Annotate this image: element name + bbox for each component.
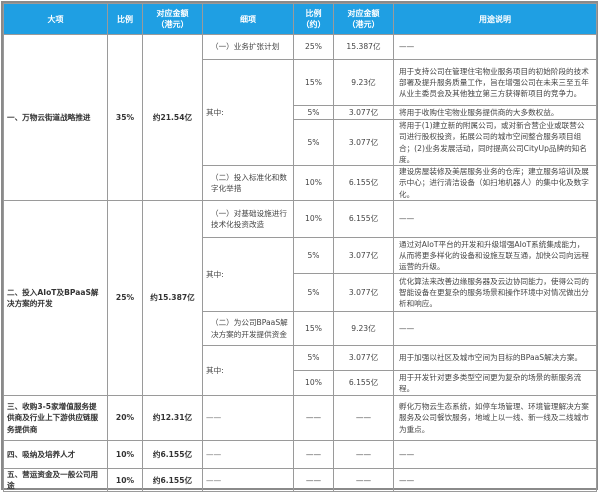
sub-item-name: 其中: [202,345,294,396]
major-item-ratio: 20% [107,395,143,441]
sub-item-amount: 6.155亿 [333,370,394,396]
major-item-name: 二、投入AIoT及BPaaS解决方案的开发 [3,200,108,396]
usage-description: 用于支持公司在管理住宅物业服务项目的初始阶段的技术部署及提升服务质量工作，旨在增… [393,59,597,106]
header-ratio: 比例 [107,3,143,35]
sub-item-amount: 9.23亿 [333,59,394,106]
sub-item-name: （二）为公司BPaaS解决方案的开发提供资金 [202,311,294,346]
major-item-name: 一、万物云街道战略推进 [3,34,108,201]
table-row: 四、吸纳及培养人才 10% 约6.155亿 —— —— —— —— [3,440,597,469]
major-item-amount: 约12.31亿 [142,395,203,441]
header-major-item: 大项 [3,3,108,35]
sub-item-name: 其中: [202,59,294,166]
sub-item-amount: 3.077亿 [333,105,394,120]
usage-description: —— [393,467,597,492]
sub-item-ratio: 5% [293,345,334,371]
sub-item-ratio: 25% [293,34,334,60]
sub-item-ratio: 5% [293,105,334,120]
major-item-amount: 约21.54亿 [142,34,203,201]
proceeds-allocation-table: 大项 比例 对应金额 （港元） 细项 比例 （约） 对应金额 （港元） 用途说明… [3,3,597,492]
usage-description: 将用于收购住宅物业服务提供商的大多数权益。 [393,105,597,120]
sub-item-name: —— [202,467,294,492]
sub-item-amount: 3.077亿 [333,237,394,274]
usage-description: 将用于(1)建立新的附属公司，或对新合营企业或联营公司进行股权投资，拓展公司的城… [393,119,597,166]
header-usage: 用途说明 [393,3,597,35]
usage-description: 通过对AIoT平台的开发和升级增强AIoT系统集成能力，从而将更多样化的设备和设… [393,237,597,274]
usage-description: —— [393,440,597,469]
sub-item-name: —— [202,440,294,469]
table-row: 5% 3.077亿 将用于收购住宅物业服务提供商的大多数权益。 [4,105,597,120]
sub-item-amount: 3.077亿 [333,273,394,312]
sub-item-name: （一）业务扩张计划 [202,34,294,60]
major-item-ratio: 35% [107,34,143,201]
sub-item-ratio: 5% [293,237,334,274]
sub-item-name: （二）投入标准化和数字化举措 [202,165,294,201]
header-sub-amount: 对应金额 （港元） [333,3,394,35]
sub-item-amount: 6.155亿 [333,165,394,201]
usage-description: —— [393,200,597,238]
sub-item-amount: —— [333,440,394,469]
sub-item-amount: —— [333,395,394,441]
sub-item-ratio: —— [293,440,334,469]
usage-description: —— [393,34,597,60]
table-row: 5% 3.077亿 将用于(1)建立新的附属公司，或对新合营企业或联营公司进行股权投… [4,119,597,166]
major-item-ratio: 10% [107,467,143,492]
sub-item-ratio: 5% [293,119,334,166]
sub-item-ratio: 10% [293,165,334,201]
usage-description: 孵化万物云生态系统，如停车场管理、环境管理解决方案服务及公司餐饮服务，地域上以一… [393,395,597,441]
sub-item-name: 其中: [202,237,294,312]
sub-item-ratio: —— [293,395,334,441]
table-row: （二）为公司BPaaS解决方案的开发提供资金 15% 9.23亿 —— [4,311,597,346]
sub-item-amount: 15.387亿 [333,34,394,60]
sub-item-ratio: 15% [293,59,334,106]
usage-description: 用于加强以社区及城市空间为目标的BPaaS解决方案。 [393,345,597,371]
usage-description: —— [393,311,597,346]
sub-item-ratio: —— [293,467,334,492]
sub-item-ratio: 5% [293,273,334,312]
table-row: 五、营运资金及一般公司用途 10% 约6.155亿 —— —— —— —— [3,467,597,492]
major-item-ratio: 25% [107,200,143,396]
sub-item-ratio: 15% [293,311,334,346]
major-item-name: 五、营运资金及一般公司用途 [3,467,108,492]
header-sub-ratio: 比例 （约） [293,3,334,35]
usage-description: 建设房屋装修及美居服务业务的仓库；建立服务培训及展示中心；进行清洁设备（如扫地机… [393,165,597,201]
table-row: 10% 6.155亿 用于开发针对更多类型空间更为复杂的场景的新服务流程。 [4,370,597,396]
sub-item-name: （一）对基础设施进行技术化投资改造 [202,200,294,238]
major-item-amount: 约6.155亿 [142,467,203,492]
table-body: 一、万物云街道战略推进 35% 约21.54亿 （一）业务扩张计划 25% 15.387亿… [3,34,597,492]
sub-item-amount: 3.077亿 [333,119,394,166]
major-item-name: 三、收购3-5家增值服务提供商及行业上下游供应链服务提供商 [3,395,108,441]
sub-item-amount: 9.23亿 [333,311,394,346]
header-row: 大项 比例 对应金额 （港元） 细项 比例 （约） 对应金额 （港元） 用途说明 [3,3,597,35]
table-row: 其中: 5% 3.077亿 用于加强以社区及城市空间为目标的BPaaS解决方案。 [4,345,597,396]
sub-item-amount: 6.155亿 [333,200,394,238]
major-item-ratio: 10% [107,440,143,469]
major-item-name: 四、吸纳及培养人才 [3,440,108,469]
header-amount: 对应金额 （港元） [142,3,203,35]
table-row: 5% 3.077亿 优化算法来改善边缘服务器及云边协同能力，使得公司的智能设备在更复… [4,273,597,312]
sub-item-name: —— [202,395,294,441]
sub-item-amount: 3.077亿 [333,345,394,371]
table-row: 其中: 5% 3.077亿 通过对AIoT平台的开发和升级增强AIoT系统集成能力，从… [4,237,597,312]
sub-item-ratio: 10% [293,200,334,238]
table-row: 其中: 15% 9.23亿 用于支持公司在管理住宅物业服务项目的初始阶段的技术部署及提… [4,59,597,166]
major-item-amount: 约15.387亿 [142,200,203,396]
sub-item-ratio: 10% [293,370,334,396]
usage-description: 优化算法来改善边缘服务器及云边协同能力，使得公司的智能设备在更复杂的服务场景和操… [393,273,597,312]
table-row: 一、万物云街道战略推进 35% 约21.54亿 （一）业务扩张计划 25% 15.387亿… [3,34,597,201]
sub-item-amount: —— [333,467,394,492]
header-sub-item: 细项 [202,3,294,35]
table-row: （二）投入标准化和数字化举措 10% 6.155亿 建设房屋装修及美居服务业务的仓库；… [4,165,597,201]
table-row: 二、投入AIoT及BPaaS解决方案的开发 25% 约15.387亿 （一）对基础设施… [3,200,597,396]
major-item-amount: 约6.155亿 [142,440,203,469]
table-row: 三、收购3-5家增值服务提供商及行业上下游供应链服务提供商 20% 约12.31亿 —… [3,395,597,441]
usage-description: 用于开发针对更多类型空间更为复杂的场景的新服务流程。 [393,370,597,396]
